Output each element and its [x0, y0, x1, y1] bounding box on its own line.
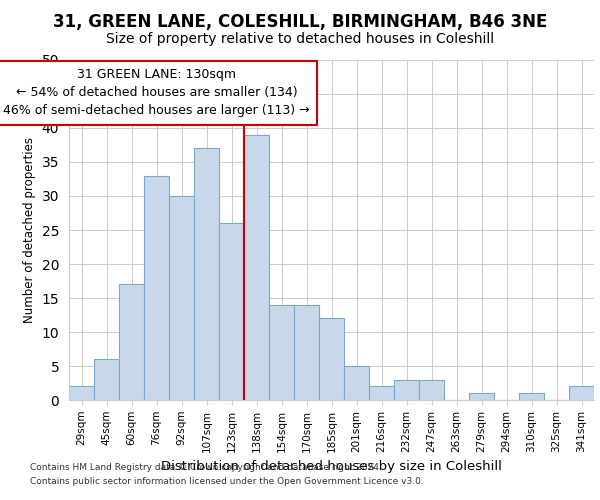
X-axis label: Distribution of detached houses by size in Coleshill: Distribution of detached houses by size …	[161, 460, 502, 473]
Text: Contains HM Land Registry data © Crown copyright and database right 2024.: Contains HM Land Registry data © Crown c…	[30, 462, 382, 471]
Bar	[419, 380, 444, 400]
Y-axis label: Number of detached properties: Number of detached properties	[23, 137, 36, 323]
Bar	[319, 318, 344, 400]
Text: Contains public sector information licensed under the Open Government Licence v3: Contains public sector information licen…	[30, 478, 424, 486]
Bar	[244, 135, 269, 400]
Bar	[269, 305, 294, 400]
Bar	[194, 148, 219, 400]
Bar	[219, 223, 244, 400]
Bar	[344, 366, 369, 400]
Bar	[119, 284, 144, 400]
Bar	[519, 393, 544, 400]
Bar	[144, 176, 169, 400]
Text: Size of property relative to detached houses in Coleshill: Size of property relative to detached ho…	[106, 32, 494, 46]
Bar	[69, 386, 94, 400]
Bar	[569, 386, 594, 400]
Text: 31 GREEN LANE: 130sqm
← 54% of detached houses are smaller (134)
46% of semi-det: 31 GREEN LANE: 130sqm ← 54% of detached …	[3, 68, 310, 117]
Bar	[169, 196, 194, 400]
Bar	[469, 393, 494, 400]
Bar	[294, 305, 319, 400]
Bar	[369, 386, 394, 400]
Bar	[394, 380, 419, 400]
Bar	[94, 359, 119, 400]
Text: 31, GREEN LANE, COLESHILL, BIRMINGHAM, B46 3NE: 31, GREEN LANE, COLESHILL, BIRMINGHAM, B…	[53, 12, 547, 30]
